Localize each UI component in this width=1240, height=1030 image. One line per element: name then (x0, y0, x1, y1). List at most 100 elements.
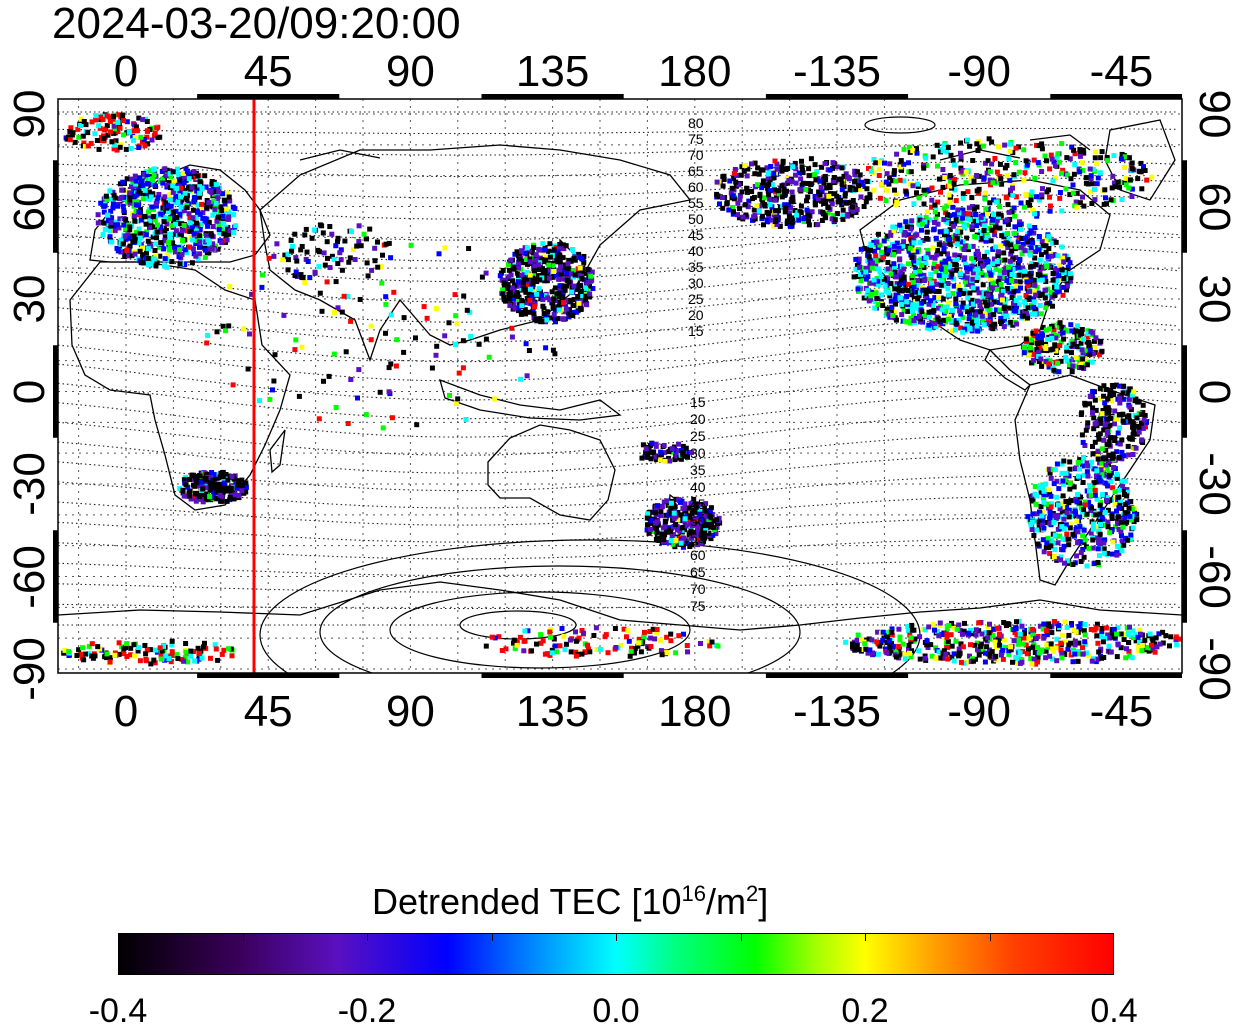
tec-pixel (955, 257, 960, 262)
tec-pixel (1057, 196, 1062, 201)
tec-pixel (761, 168, 766, 173)
tec-pixel (168, 197, 173, 202)
tec-pixel (986, 260, 991, 265)
tec-pixel (749, 161, 754, 166)
tec-pixel (874, 240, 879, 245)
tec-pixel (528, 259, 533, 264)
tec-pixel (1070, 342, 1075, 347)
tec-pixel (766, 171, 771, 176)
tec-pixel (720, 206, 725, 211)
tec-pixel (1000, 298, 1005, 303)
tec-pixel (1041, 500, 1046, 505)
tec-pixel (873, 160, 878, 165)
tec-pixel (992, 322, 997, 327)
tec-pixel (219, 240, 224, 245)
tec-pixel (645, 516, 650, 521)
tec-pixel (569, 290, 574, 295)
tec-pixel (884, 198, 889, 203)
tec-pixel (840, 165, 845, 170)
tec-pixel (873, 253, 878, 258)
tec-pixel (813, 202, 818, 207)
tec-pixel (828, 168, 833, 173)
tec-pixel (894, 274, 899, 279)
tec-pixel (1082, 528, 1087, 533)
tec-pixel (1051, 278, 1056, 283)
tec-pixel (239, 488, 244, 493)
tec-pixel (917, 314, 922, 319)
tec-pixel (889, 272, 894, 277)
tec-pixel (1102, 187, 1107, 192)
tec-pixel (840, 181, 845, 186)
tec-pixel (1002, 270, 1007, 275)
tec-pixel (883, 283, 888, 288)
tec-pixel (790, 220, 795, 225)
tec-pixel (531, 311, 536, 316)
tec-pixel (1107, 473, 1112, 478)
tec-pixel (125, 176, 130, 181)
tec-pixel (1071, 148, 1076, 153)
tec-pixel (917, 269, 922, 274)
tec-pixel (955, 229, 960, 234)
tec-pixel (194, 221, 199, 226)
tec-pixel (954, 198, 959, 203)
tec-pixel (86, 143, 91, 148)
tec-pixel (946, 256, 951, 261)
tec-pixel (1031, 358, 1036, 363)
tec-pixel (1131, 525, 1136, 530)
tec-pixel (1064, 532, 1069, 537)
tec-pixel (870, 266, 875, 271)
tec-pixel (1007, 178, 1012, 183)
tec-pixel (953, 296, 958, 301)
tec-pixel (1046, 234, 1051, 239)
tec-pixel (965, 138, 970, 143)
tec-pixel (662, 532, 667, 537)
tec-pixel (1061, 330, 1066, 335)
tec-pixel (655, 503, 660, 508)
tec-pixel (953, 262, 958, 267)
tec-pixel (1075, 499, 1080, 504)
tec-pixel (865, 179, 870, 184)
tec-pixel (1021, 314, 1026, 319)
tec-pixel (1002, 143, 1007, 148)
tec-pixel (773, 159, 778, 164)
tec-pixel (898, 178, 903, 183)
tec-pixel (102, 128, 107, 133)
tec-pixel (121, 223, 126, 228)
tec-pixel (1105, 396, 1110, 401)
tec-pixel (124, 147, 129, 152)
tec-pixel (1089, 201, 1094, 206)
tec-pixel (1057, 343, 1062, 348)
tec-pixel (1174, 642, 1179, 647)
tec-pixel (1096, 546, 1101, 551)
tec-pixel (844, 201, 849, 206)
tec-pixel (847, 176, 852, 181)
tec-pixel (121, 118, 126, 123)
tec-pixel (505, 286, 510, 291)
tec-pixel (1076, 474, 1081, 479)
tec-pixel (925, 209, 930, 214)
tec-pixel (73, 140, 78, 145)
tec-pixel (998, 162, 1003, 167)
tec-pixel (1068, 260, 1073, 265)
tec-pixel (167, 216, 172, 221)
tec-pixel (121, 242, 126, 247)
tec-pixel (1051, 179, 1056, 184)
tec-pixel (1130, 166, 1135, 171)
tec-pixel (1070, 363, 1075, 368)
tec-pixel (960, 330, 965, 335)
tec-pixel (872, 278, 877, 283)
tec-pixel (1079, 410, 1084, 415)
tec-pixel (115, 204, 120, 209)
tec-pixel (1049, 476, 1054, 481)
tec-pixel (918, 240, 923, 245)
tec-pixel (1062, 561, 1067, 566)
tec-pixel (225, 478, 230, 483)
tec-pixel (1111, 153, 1116, 158)
tec-pixel (681, 536, 686, 541)
tec-pixel (1010, 272, 1015, 277)
tec-pixel (740, 215, 745, 220)
tec-pixel (1034, 528, 1039, 533)
tec-pixel (1127, 514, 1132, 519)
tec-pixel (925, 638, 930, 643)
tec-pixel (1064, 471, 1069, 476)
